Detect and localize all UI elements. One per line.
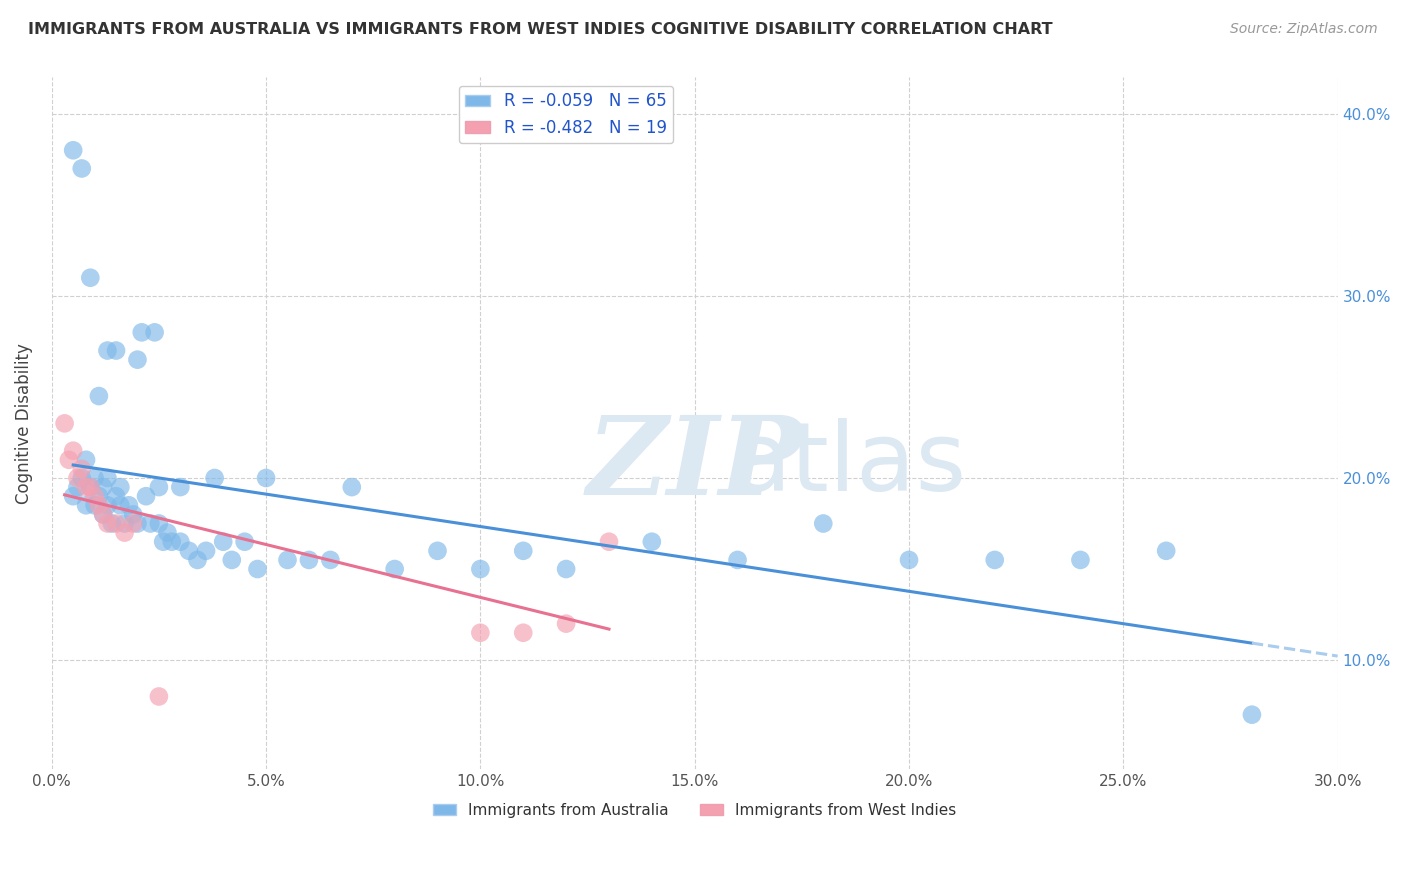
Point [195, 544, 218, 558]
Point [426, 544, 449, 558]
Point [641, 534, 664, 549]
Point [254, 471, 277, 485]
Point [105, 516, 128, 531]
Point [96, 343, 118, 358]
Point [127, 352, 149, 367]
Point [298, 553, 321, 567]
Point [152, 534, 174, 549]
Point [122, 508, 145, 522]
Point [83, 489, 105, 503]
Point [143, 326, 166, 340]
Point [127, 516, 149, 531]
Point [100, 516, 122, 531]
Point [110, 480, 132, 494]
Point [62, 443, 84, 458]
Point [898, 553, 921, 567]
Point [384, 562, 406, 576]
Point [276, 553, 298, 567]
Text: IMMIGRANTS FROM AUSTRALIA VS IMMIGRANTS FROM WEST INDIES COGNITIVE DISABILITY CO: IMMIGRANTS FROM AUSTRALIA VS IMMIGRANTS … [28, 22, 1053, 37]
Point [169, 480, 191, 494]
Point [70, 462, 93, 476]
Point [131, 326, 153, 340]
Point [727, 553, 749, 567]
Point [91, 508, 114, 522]
Point [79, 480, 101, 494]
Point [186, 553, 208, 567]
Point [555, 562, 578, 576]
Point [105, 489, 128, 503]
Point [75, 480, 97, 494]
Point [177, 544, 200, 558]
Point [1069, 553, 1091, 567]
Point [53, 417, 76, 431]
Point [110, 498, 132, 512]
Point [139, 516, 162, 531]
Point [66, 480, 89, 494]
Point [470, 562, 492, 576]
Point [512, 544, 534, 558]
Point [114, 525, 136, 540]
Point [813, 516, 835, 531]
Point [135, 489, 157, 503]
Point [148, 480, 170, 494]
Point [91, 508, 114, 522]
Legend: Immigrants from Australia, Immigrants from West Indies: Immigrants from Australia, Immigrants fr… [427, 797, 962, 824]
Point [114, 516, 136, 531]
Point [233, 534, 256, 549]
Point [58, 452, 80, 467]
Point [340, 480, 363, 494]
Point [221, 553, 243, 567]
Point [79, 270, 101, 285]
Point [212, 534, 235, 549]
Text: atlas: atlas [731, 418, 966, 511]
Text: Source: ZipAtlas.com: Source: ZipAtlas.com [1230, 22, 1378, 37]
Point [75, 498, 97, 512]
Y-axis label: Cognitive Disability: Cognitive Disability [15, 343, 32, 504]
Point [122, 516, 145, 531]
Text: ZIP: ZIP [586, 411, 803, 518]
Point [169, 534, 191, 549]
Point [105, 343, 128, 358]
Point [75, 452, 97, 467]
Point [96, 471, 118, 485]
Point [1154, 544, 1177, 558]
Point [70, 471, 93, 485]
Point [160, 534, 183, 549]
Point [96, 516, 118, 531]
Point [470, 625, 492, 640]
Point [512, 625, 534, 640]
Point [87, 389, 110, 403]
Point [156, 525, 179, 540]
Point [62, 489, 84, 503]
Point [79, 480, 101, 494]
Point [96, 498, 118, 512]
Point [598, 534, 620, 549]
Point [83, 498, 105, 512]
Point [66, 471, 89, 485]
Point [87, 498, 110, 512]
Point [246, 562, 269, 576]
Point [62, 143, 84, 157]
Point [555, 616, 578, 631]
Point [148, 516, 170, 531]
Point [319, 553, 342, 567]
Point [118, 498, 141, 512]
Point [70, 161, 93, 176]
Point [1240, 707, 1263, 722]
Point [87, 489, 110, 503]
Point [983, 553, 1005, 567]
Point [148, 690, 170, 704]
Point [91, 480, 114, 494]
Point [83, 471, 105, 485]
Point [204, 471, 226, 485]
